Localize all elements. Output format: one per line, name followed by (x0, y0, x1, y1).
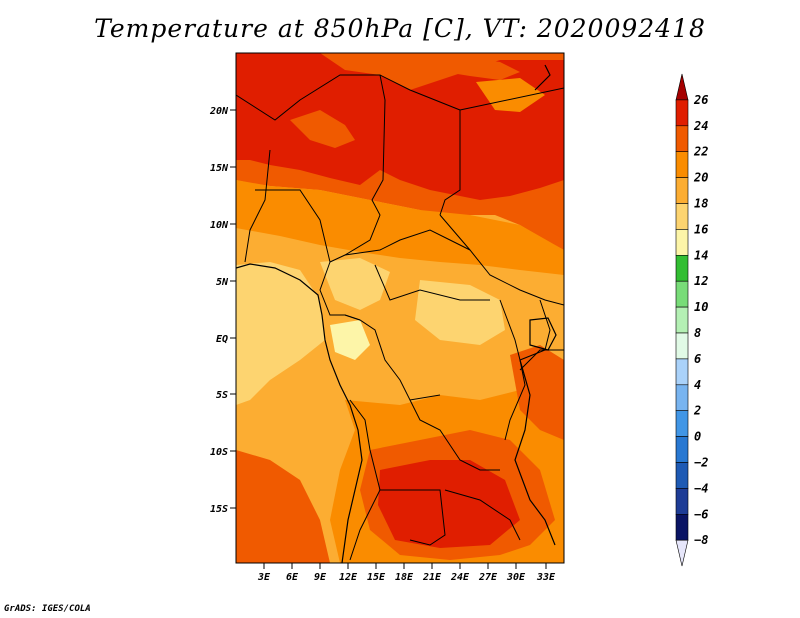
colorbar-label: −8 (694, 533, 708, 547)
lon-label: 6E (286, 572, 299, 583)
field-22-southwest (236, 450, 330, 563)
colorbar-label: 8 (694, 326, 701, 340)
red-sea-coast (534, 64, 551, 91)
lat-label: 5S (216, 390, 228, 401)
colorbar-swatch (675, 488, 689, 515)
lon-label: 18E (395, 572, 414, 583)
colorbar-label: 24 (693, 119, 708, 133)
field-20-sahel (236, 180, 564, 275)
colorbar-swatch (675, 99, 689, 127)
lon-label: 3E (257, 572, 271, 583)
colorbar-swatch (675, 229, 689, 256)
lon-label: 21E (422, 572, 442, 583)
border-chad-niger (329, 74, 386, 263)
lon-label: 24E (450, 572, 470, 583)
border-sudan (439, 214, 564, 306)
colorbar-swatch (675, 462, 689, 489)
colorbar-label: 6 (694, 352, 701, 366)
lon-label: 30E (506, 572, 526, 583)
field-north-cool (290, 110, 355, 148)
colorbar-label: 22 (693, 145, 708, 159)
lon-label: 15E (367, 572, 386, 583)
lat-label: 10S (210, 447, 228, 458)
temperature-field (236, 53, 564, 563)
lon-label: 12E (339, 572, 358, 583)
field-14-gabon (330, 320, 370, 360)
coastlines (236, 64, 557, 563)
colorbar-label: 16 (694, 222, 708, 236)
field-24-south (378, 460, 520, 548)
colorbar-swatch (675, 177, 689, 204)
colorbar-swatch (675, 151, 689, 178)
lat-label: 10N (210, 220, 229, 231)
lat-axis: 20N 15N 10N 5N EQ 5S 10S 15S (209, 106, 236, 515)
colorbar-swatch (675, 332, 689, 360)
credit-label: GrADS: IGES/COLA (4, 604, 91, 614)
colorbar-label: −4 (694, 481, 708, 495)
border-westafrica (244, 149, 271, 263)
colorbar-label: 12 (694, 274, 708, 288)
colorbar-label: 0 (694, 430, 701, 444)
border-uganda (519, 299, 551, 361)
country-borders (236, 74, 564, 561)
field-north-cool-3 (476, 78, 545, 112)
border-zambia-zim (444, 489, 521, 541)
colorbar-label: 2 (693, 404, 701, 418)
lat-label: EQ (216, 334, 228, 345)
lat-label: 20N (209, 106, 229, 117)
colorbar-swatch (675, 280, 689, 308)
border-north (236, 74, 461, 216)
lon-label: 9E (314, 572, 327, 583)
colorbar-swatch (675, 306, 689, 334)
lon-axis: 3E 6E 9E 12E 15E 18E 21E 24E 27E 30E 33E (257, 563, 556, 583)
border-libya-egypt (459, 87, 564, 111)
map-title: Temperature at 850hPa [C], VT: 202009241… (94, 14, 706, 43)
border-kenya (519, 349, 564, 371)
border-nigeria (255, 189, 331, 263)
lat-label: 5N (216, 277, 229, 288)
colorbar-swatch (675, 255, 689, 282)
border-drc-east (499, 299, 526, 441)
lake-victoria (529, 317, 557, 351)
lat-label: 15S (210, 504, 228, 515)
map-frame (235, 52, 565, 564)
lake-tanganyika-malawi (514, 359, 556, 546)
border-angola-zambia (409, 399, 500, 471)
colorbar-label: −2 (694, 456, 708, 470)
lon-label: 27E (478, 572, 498, 583)
colorbar-swatch (675, 436, 689, 463)
colorbar-label: 14 (694, 248, 708, 262)
colorbar-swatch (675, 513, 689, 541)
colorbar-label: 10 (694, 300, 708, 314)
lat-label: 15N (210, 163, 229, 174)
atlantic-coast (236, 263, 363, 563)
colorbar-swatch (675, 203, 689, 230)
colorbar-label: 20 (693, 171, 708, 185)
field-16-congo (415, 280, 505, 345)
border-car-north (344, 229, 471, 256)
colorbar-swatch (675, 539, 689, 567)
colorbar-label: 4 (694, 378, 701, 392)
border-namibia (380, 489, 446, 546)
field-16-center (320, 258, 390, 310)
colorbar-swatch (675, 358, 689, 386)
field-22-east (510, 345, 564, 440)
colorbar-swatch (675, 410, 689, 437)
colorbar-label: −6 (694, 507, 708, 521)
colorbar-label: 18 (694, 197, 708, 211)
colorbar-swatch (675, 125, 689, 153)
colorbar-swatch (675, 384, 689, 411)
colorbar-swatch (675, 73, 689, 101)
field-north-cool-2 (430, 58, 520, 80)
colorbar-label: 26 (693, 93, 708, 107)
border-car-south (374, 264, 490, 301)
lon-label: 33E (536, 572, 556, 583)
border-angola-west (349, 399, 381, 561)
field-16-west (236, 262, 325, 405)
